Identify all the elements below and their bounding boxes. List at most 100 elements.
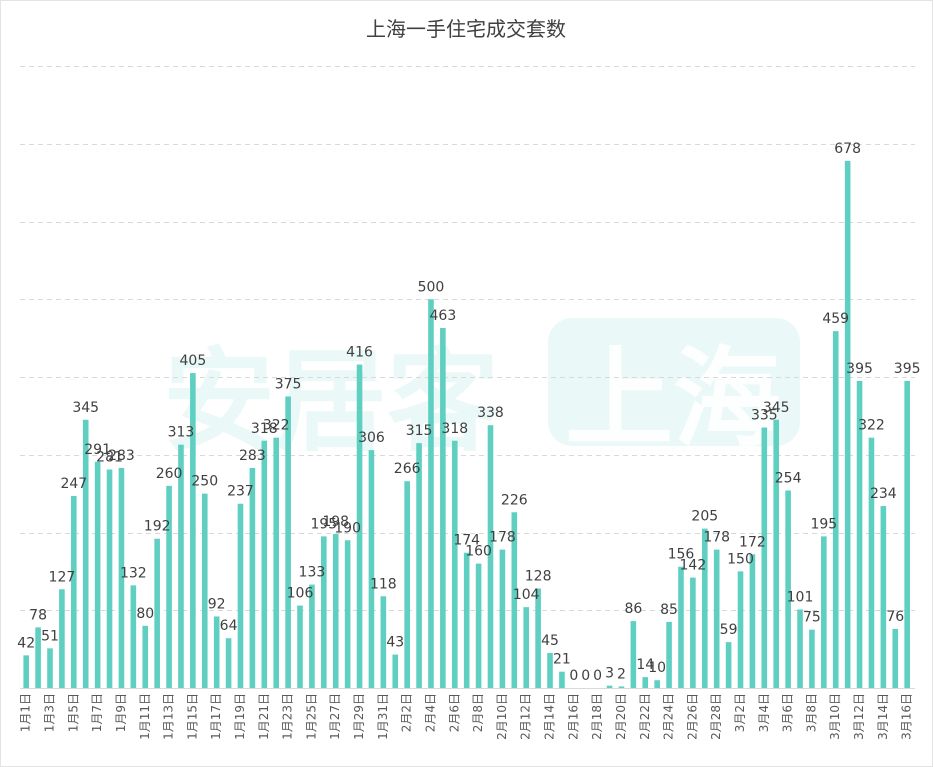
data-label: 106 (287, 586, 314, 602)
data-label: 226 (501, 492, 528, 508)
data-label: 178 (489, 530, 516, 546)
bar (821, 536, 827, 688)
bar (23, 655, 29, 689)
bar (428, 299, 434, 688)
data-label: 127 (49, 569, 76, 585)
bar (606, 685, 613, 688)
bar (130, 585, 137, 688)
bar (547, 653, 553, 688)
data-label: 172 (739, 534, 766, 550)
data-label: 375 (275, 376, 302, 392)
bar (356, 364, 363, 688)
bar (535, 588, 541, 688)
x-tick-label: 1月17日 (209, 693, 223, 740)
bar (487, 425, 494, 688)
data-label: 266 (394, 461, 421, 477)
bar (201, 493, 208, 689)
bar (642, 677, 649, 688)
data-label: 150 (727, 551, 754, 567)
data-label: 92 (208, 596, 226, 612)
data-label: 463 (430, 308, 457, 324)
data-label: 313 (168, 425, 195, 441)
bar (94, 461, 101, 688)
bar (344, 540, 351, 688)
bar (785, 490, 791, 688)
x-tick-label: 2月26日 (685, 693, 699, 740)
x-tick-label: 1月23日 (281, 693, 295, 740)
data-label: 500 (418, 279, 445, 295)
x-tick-label: 1月25日 (304, 693, 318, 740)
data-label: 281 (96, 450, 123, 466)
bar (213, 616, 220, 688)
data-label: 59 (720, 622, 738, 638)
data-label: 345 (72, 400, 99, 416)
x-tick-label: 1月29日 (352, 693, 366, 740)
bar (844, 160, 851, 689)
x-tick-label: 3月12日 (852, 693, 866, 740)
data-label: 283 (239, 448, 266, 464)
bar (809, 629, 815, 688)
x-tick-label: 1月31日 (376, 693, 390, 740)
x-tick-label: 1月9日 (114, 693, 128, 732)
bar (309, 584, 315, 688)
x-tick-label: 3月14日 (876, 693, 890, 740)
bar (892, 628, 899, 688)
bar (154, 538, 160, 688)
data-label: 42 (17, 635, 35, 651)
x-tick-label: 1月11日 (138, 693, 152, 740)
data-label: 0 (593, 668, 602, 684)
data-label: 0 (569, 668, 578, 684)
bar (856, 380, 863, 688)
data-label: 2 (617, 666, 626, 682)
data-label: 322 (858, 418, 885, 434)
x-tick-label: 2月24日 (662, 693, 676, 740)
data-label: 234 (870, 486, 897, 502)
data-label: 260 (156, 466, 183, 482)
x-tick-label: 2月28日 (709, 693, 723, 740)
data-label: 133 (299, 565, 326, 581)
x-tick-label: 3月16日 (900, 693, 914, 740)
bar (297, 605, 303, 688)
data-label: 335 (751, 408, 778, 424)
watermark-city: 上海 (565, 337, 781, 462)
data-label: 85 (660, 602, 678, 618)
data-label: 190 (334, 520, 361, 536)
data-label: 338 (477, 405, 504, 421)
data-label: 205 (691, 509, 718, 525)
data-label: 45 (541, 633, 559, 649)
data-label: 291 (84, 442, 111, 458)
bar (832, 331, 839, 688)
data-label: 76 (886, 609, 904, 625)
bar (725, 642, 732, 688)
bar (404, 481, 410, 688)
data-label: 174 (453, 533, 480, 549)
x-tick-label: 3月6日 (781, 693, 795, 732)
x-tick-label: 1月7日 (90, 693, 104, 732)
x-tick-label: 2月16日 (566, 693, 580, 740)
watermark-brand: 安居客 (163, 337, 499, 467)
bar (678, 566, 684, 688)
bar (797, 609, 803, 688)
x-tick-label: 2月14日 (543, 693, 557, 740)
x-tick-label: 1月27日 (328, 693, 342, 740)
bar (71, 495, 77, 688)
bar (737, 571, 744, 689)
x-tick-label: 1月19日 (233, 693, 247, 740)
x-tick-label: 3月2日 (733, 693, 747, 732)
bar (249, 467, 256, 688)
x-axis-tick-labels: 1月1日 1月3日 1月5日 1月7日 1月9日 1月11日 1月13日 1月15日 1月17日… (19, 693, 914, 740)
data-label: 86 (624, 601, 642, 617)
bar (416, 443, 422, 688)
bar (440, 328, 446, 688)
bar (475, 563, 482, 688)
data-label: 78 (29, 607, 47, 623)
x-tick-label: 1月5日 (66, 693, 80, 732)
data-label: 459 (822, 311, 849, 327)
bar (773, 419, 780, 688)
bar (868, 437, 875, 688)
bar (190, 373, 196, 688)
x-tick-label: 2月18日 (590, 693, 604, 740)
x-tick-label: 3月10日 (828, 693, 842, 740)
bar (142, 625, 149, 688)
